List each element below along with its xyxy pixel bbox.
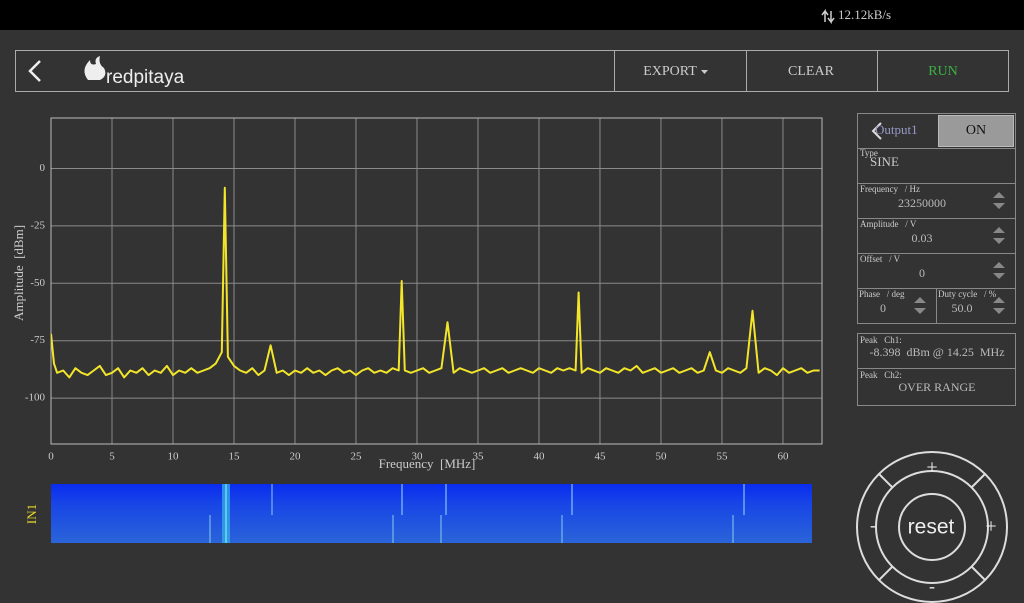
frequency-spinner[interactable] — [993, 192, 1005, 209]
joystick — [856, 451, 1008, 603]
x-tick-label: 20 — [289, 451, 301, 463]
joystick-outer — [856, 451, 1008, 603]
y-tick-label: -100 — [25, 392, 46, 404]
x-tick-label: 30 — [411, 451, 423, 463]
x-tick-label: 25 — [350, 451, 362, 463]
amplitude-label: Amplitude / V — [860, 219, 917, 229]
output-tab[interactable]: Output1 — [875, 122, 918, 137]
tab-arrow[interactable] — [871, 122, 882, 140]
down-button[interactable]: - — [929, 576, 935, 596]
offset-spinner[interactable] — [993, 262, 1005, 279]
speed: 12.12kB/s — [838, 7, 891, 22]
frequency-label: Frequency / Hz — [860, 184, 920, 194]
dropdown-caret — [701, 70, 708, 74]
amplitude-value[interactable]: 0.03 — [912, 231, 933, 245]
generator-panel — [857, 113, 1016, 406]
x-tick-label: 60 — [777, 451, 789, 463]
clear-button[interactable]: CLEAR — [788, 64, 835, 79]
duty-label: Duty cycle / % — [938, 289, 997, 299]
up-button[interactable]: + — [926, 457, 937, 479]
right-button[interactable]: + — [985, 516, 996, 538]
peak-ch1-label: Peak Ch1: — [860, 335, 902, 345]
joystick-dividers — [878, 473, 986, 581]
y-tick-label: -25 — [30, 219, 45, 231]
brand: redpitaya — [106, 67, 185, 88]
joystick-inner — [875, 470, 989, 584]
y-tick-label: 0 — [40, 162, 46, 174]
x-tick-label: 50 — [655, 451, 667, 463]
y-tick-label: -50 — [30, 277, 45, 289]
peak-ch2-value: OVER RANGE — [899, 380, 976, 394]
duty-spinner[interactable] — [993, 297, 1005, 314]
back-button[interactable] — [28, 60, 41, 82]
x-tick-label: 5 — [109, 451, 115, 463]
y-axis-label: Amplitude [dBm] — [11, 225, 26, 321]
x-tick-label: 55 — [716, 451, 728, 463]
offset-label: Offset / V — [860, 254, 901, 264]
phase-label: Phase / deg — [859, 289, 905, 299]
on-button[interactable] — [938, 115, 1014, 147]
run-button[interactable]: RUN — [928, 64, 958, 79]
logo-icon — [84, 56, 106, 80]
phase-spinner[interactable] — [914, 297, 926, 314]
waterfall-label: IN1 — [24, 504, 39, 524]
plot-frame — [50, 117, 823, 445]
frequency-value[interactable]: 23250000 — [898, 196, 946, 210]
y-tick-label: -75 — [30, 334, 45, 346]
phase-value[interactable]: 0 — [880, 301, 886, 315]
peak-panel — [857, 333, 1016, 406]
status-bar — [0, 0, 1024, 30]
amplitude-spinner[interactable] — [993, 227, 1005, 244]
type-label: Type — [860, 148, 878, 158]
peak-ch1-value: -8.398 dBm @ 14.25 MHz — [869, 345, 1004, 359]
reset-button[interactable] — [898, 493, 966, 561]
reset-label[interactable]: reset — [908, 516, 955, 539]
spinners — [914, 192, 1005, 314]
x-tick-label: 15 — [228, 451, 240, 463]
waterfall-lines — [209, 484, 745, 543]
type-value[interactable]: SINE — [870, 154, 899, 169]
duty-row — [936, 288, 1016, 324]
toolbar — [15, 50, 1009, 92]
x-tick-label: 35 — [472, 451, 484, 463]
peak-ch2-label: Peak Ch2: — [860, 370, 902, 380]
offset-value[interactable]: 0 — [919, 266, 925, 280]
left-button[interactable]: - — [870, 515, 876, 535]
x-tick-label: 45 — [594, 451, 606, 463]
traffic-icon — [821, 8, 835, 25]
spectrum-line — [51, 186, 820, 379]
on-label[interactable]: ON — [966, 123, 986, 138]
x-tick-label: 0 — [48, 451, 54, 463]
x-tick-label: 40 — [533, 451, 545, 463]
x-axis-label: Frequency [MHz] — [379, 456, 476, 471]
duty-value[interactable]: 50.0 — [952, 301, 973, 315]
waterfall — [51, 484, 812, 543]
export-button[interactable]: EXPORT — [643, 64, 697, 79]
x-tick-label: 10 — [167, 451, 179, 463]
